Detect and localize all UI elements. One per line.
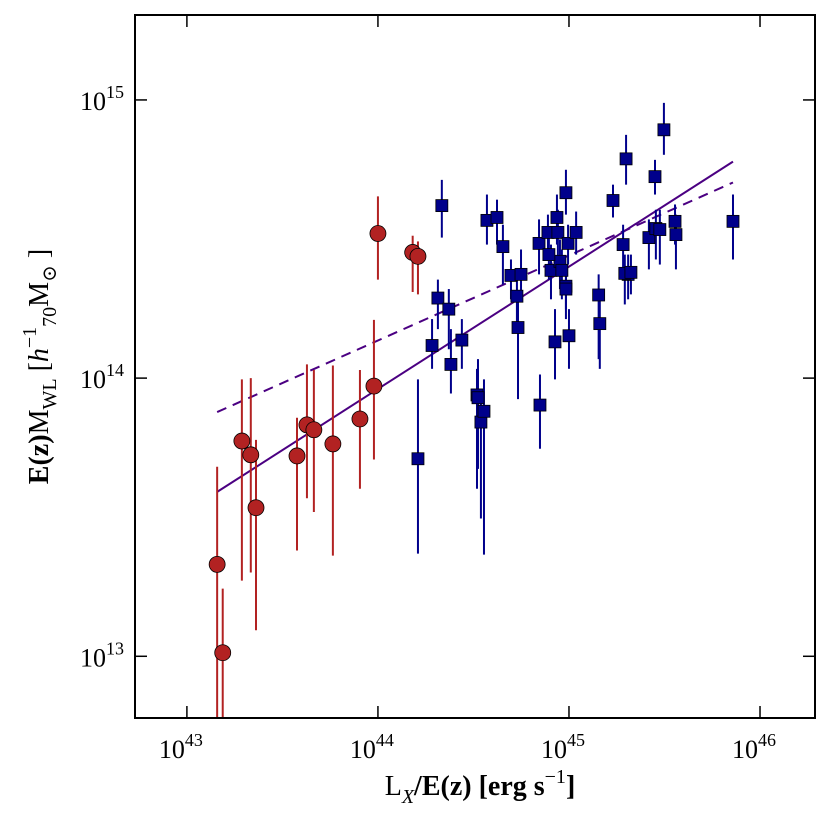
data-point xyxy=(242,446,260,464)
data-point xyxy=(233,432,251,450)
data-point xyxy=(490,211,504,224)
y-tick-base: 10 xyxy=(80,365,106,394)
y-tick-label: 1014 xyxy=(80,360,124,394)
label-part: E(z) xyxy=(24,434,55,484)
fit-line xyxy=(216,160,734,493)
data-point xyxy=(657,123,671,137)
label-part: ] xyxy=(24,249,55,265)
label-part: ⊙ xyxy=(39,265,61,282)
data-point xyxy=(606,194,620,207)
data-point xyxy=(726,214,740,228)
data-point xyxy=(431,291,445,305)
label-part: L xyxy=(385,771,402,802)
data-point xyxy=(593,317,607,331)
data-point xyxy=(561,236,575,250)
y-axis-label: E(z)MWL [h−170M⊙ ] xyxy=(19,249,61,484)
y-tick-label: 1013 xyxy=(80,638,124,672)
data-point xyxy=(511,321,525,334)
data-point xyxy=(533,398,547,412)
y-tick-exponent: 15 xyxy=(106,82,124,102)
x-tick-label: 1044 xyxy=(350,730,394,764)
label-part: −1 xyxy=(19,327,41,348)
data-point xyxy=(562,329,576,343)
plot-area xyxy=(208,102,740,718)
plot-frame xyxy=(134,14,816,719)
data-point xyxy=(365,377,383,395)
label-part: WL xyxy=(39,378,61,409)
data-point xyxy=(653,223,667,236)
x-tick-base: 10 xyxy=(350,735,376,764)
label-part: /E(z) [erg s xyxy=(413,771,545,802)
data-point xyxy=(510,289,524,303)
x-tick-exponent: 45 xyxy=(567,730,585,750)
data-point xyxy=(305,421,323,439)
data-point xyxy=(247,499,265,517)
x-tick-label: 1043 xyxy=(159,730,203,764)
x-tick-label: 1046 xyxy=(732,730,776,764)
data-point xyxy=(569,226,583,239)
data-point xyxy=(551,226,565,239)
y-tick-label: 1015 xyxy=(80,82,124,116)
data-point xyxy=(496,240,510,254)
label-part: X xyxy=(401,786,415,808)
data-point xyxy=(616,238,630,251)
data-point xyxy=(471,391,485,405)
data-point xyxy=(455,333,469,347)
label-part: 70 xyxy=(39,307,61,327)
data-point xyxy=(474,415,488,429)
y-tick-base: 10 xyxy=(80,87,106,116)
data-point xyxy=(559,186,573,200)
y-tick-exponent: 14 xyxy=(106,360,124,380)
data-point xyxy=(514,267,528,281)
x-tick-exponent: 46 xyxy=(758,730,776,750)
data-point xyxy=(477,404,491,418)
data-point xyxy=(548,335,562,349)
data-point xyxy=(559,282,573,296)
label-part: [ xyxy=(24,362,55,378)
data-point xyxy=(624,265,638,279)
data-point xyxy=(555,263,569,277)
data-point xyxy=(668,214,682,228)
data-point xyxy=(592,288,606,302)
data-point xyxy=(324,435,342,453)
data-point xyxy=(442,302,456,316)
data-point xyxy=(444,358,458,371)
x-axis-label: LX/E(z) [erg s−1] xyxy=(385,766,576,808)
data-point xyxy=(369,225,387,242)
data-point xyxy=(208,555,226,573)
x-tick-exponent: 43 xyxy=(185,730,203,750)
label-part: h xyxy=(24,348,55,362)
data-point xyxy=(435,199,449,213)
label-part: ] xyxy=(566,771,575,802)
data-point xyxy=(409,247,427,265)
data-point xyxy=(669,228,683,242)
y-tick-base: 10 xyxy=(80,643,106,672)
data-point xyxy=(619,152,633,166)
data-point xyxy=(542,248,556,261)
data-point xyxy=(532,236,546,250)
data-point xyxy=(648,170,662,184)
label-part: M xyxy=(24,282,55,307)
fit-line xyxy=(216,181,734,413)
data-point xyxy=(411,452,425,466)
x-tick-label: 1045 xyxy=(541,730,585,764)
data-point xyxy=(288,447,306,465)
x-tick-base: 10 xyxy=(732,735,758,764)
data-point xyxy=(351,410,369,428)
label-part: M xyxy=(24,409,55,434)
x-tick-base: 10 xyxy=(159,735,185,764)
x-tick-base: 10 xyxy=(541,735,567,764)
x-tick-exponent: 44 xyxy=(376,730,394,750)
data-point xyxy=(550,211,564,224)
label-part: −1 xyxy=(545,766,566,788)
y-tick-exponent: 13 xyxy=(106,638,124,658)
data-point xyxy=(214,644,232,662)
data-point xyxy=(425,339,439,352)
